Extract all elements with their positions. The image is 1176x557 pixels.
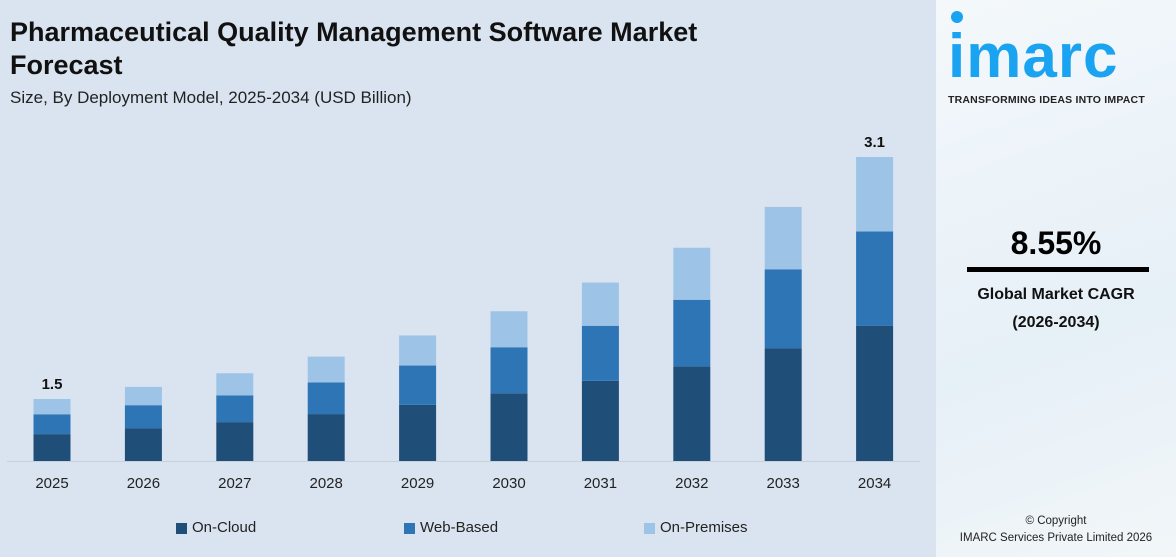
bar-web-based-2032: [673, 299, 711, 367]
sidebar: imarc TRANSFORMING IDEAS INTO IMPACT 8.5…: [936, 0, 1176, 557]
bar-on-premises-2030: [490, 311, 528, 348]
legend-label: On-Premises: [660, 519, 748, 536]
chart-header: Pharmaceutical Quality Management Softwa…: [10, 16, 910, 108]
imarc-logo: imarc: [948, 22, 1119, 91]
cagr-label: Global Market CAGR: [977, 286, 1135, 303]
legend-swatch: [404, 522, 415, 534]
bar-on-premises-2032: [673, 247, 711, 300]
legend-on-premises: On-Premises: [644, 519, 748, 537]
x-tick-label: 2027: [218, 475, 251, 492]
bar-web-based-2033: [764, 269, 802, 349]
bar-on-cloud-2025: [33, 434, 71, 461]
bar-on-cloud-2028: [307, 414, 345, 461]
bar-on-cloud-2034: [856, 325, 894, 461]
legend-swatch: [176, 522, 187, 534]
bar-on-cloud-2027: [216, 422, 254, 461]
legend-on-cloud: On-Cloud: [176, 519, 256, 537]
bar-on-cloud-2031: [581, 380, 619, 461]
bar-web-based-2026: [124, 405, 162, 429]
bar-on-cloud-2029: [399, 404, 437, 461]
x-tick-label: 2030: [492, 475, 525, 492]
x-tick-label: 2025: [35, 475, 68, 492]
cagr-period: (2026-2034): [1012, 314, 1100, 331]
x-tick-label: 2033: [767, 475, 800, 492]
bar-web-based-2025: [33, 414, 71, 435]
company: IMARC Services Private Limited 2026: [959, 532, 1153, 544]
bar-web-based-2030: [490, 347, 528, 394]
bar-on-cloud-2026: [124, 428, 162, 461]
x-tick-label: 2028: [310, 475, 343, 492]
bar-web-based-2029: [399, 365, 437, 405]
x-tick-label: 2029: [401, 475, 434, 492]
logo-dot: [951, 11, 963, 23]
bar-on-cloud-2030: [490, 393, 528, 461]
chart-title: Pharmaceutical Quality Management Softwa…: [10, 17, 698, 80]
bar-web-based-2027: [216, 395, 254, 423]
bar-on-premises-2029: [399, 335, 437, 366]
legend-swatch: [644, 522, 655, 534]
legend-label: Web-Based: [420, 519, 499, 536]
bar-on-cloud-2032: [673, 366, 711, 461]
legend-label: On-Cloud: [192, 519, 257, 536]
bar-web-based-2034: [856, 231, 894, 326]
data-label: 1.5: [42, 376, 63, 393]
x-tick-label: 2031: [584, 475, 617, 492]
legend-web-based: Web-Based: [404, 519, 498, 537]
cagr-value: 8.55%: [1010, 225, 1102, 261]
tagline: TRANSFORMING IDEAS INTO IMPACT: [948, 94, 1145, 106]
bar-web-based-2031: [581, 325, 619, 381]
bar-web-based-2028: [307, 382, 345, 415]
data-label: 3.1: [864, 134, 885, 151]
copyright: © Copyright: [1025, 515, 1087, 527]
x-tick-label: 2026: [127, 475, 160, 492]
bar-on-cloud-2033: [764, 348, 802, 461]
bar-chart: 2025 1.5 2026 2027 2028 2029 2030 2031 2032 2033 2…: [7, 134, 920, 492]
x-tick-label: 2032: [675, 475, 708, 492]
divider: [967, 267, 1149, 272]
bar-on-premises-2028: [307, 356, 345, 383]
bar-on-premises-2026: [124, 386, 162, 406]
x-tick-label: 2034: [858, 475, 891, 492]
bar-on-premises-2025: [33, 398, 71, 415]
bar-on-premises-2034: [856, 156, 894, 232]
bar-on-premises-2027: [216, 373, 254, 396]
bar-on-premises-2033: [764, 206, 802, 270]
bar-on-premises-2031: [581, 282, 619, 326]
chart-subtitle: Size, By Deployment Model, 2025-2034 (US…: [10, 88, 412, 107]
